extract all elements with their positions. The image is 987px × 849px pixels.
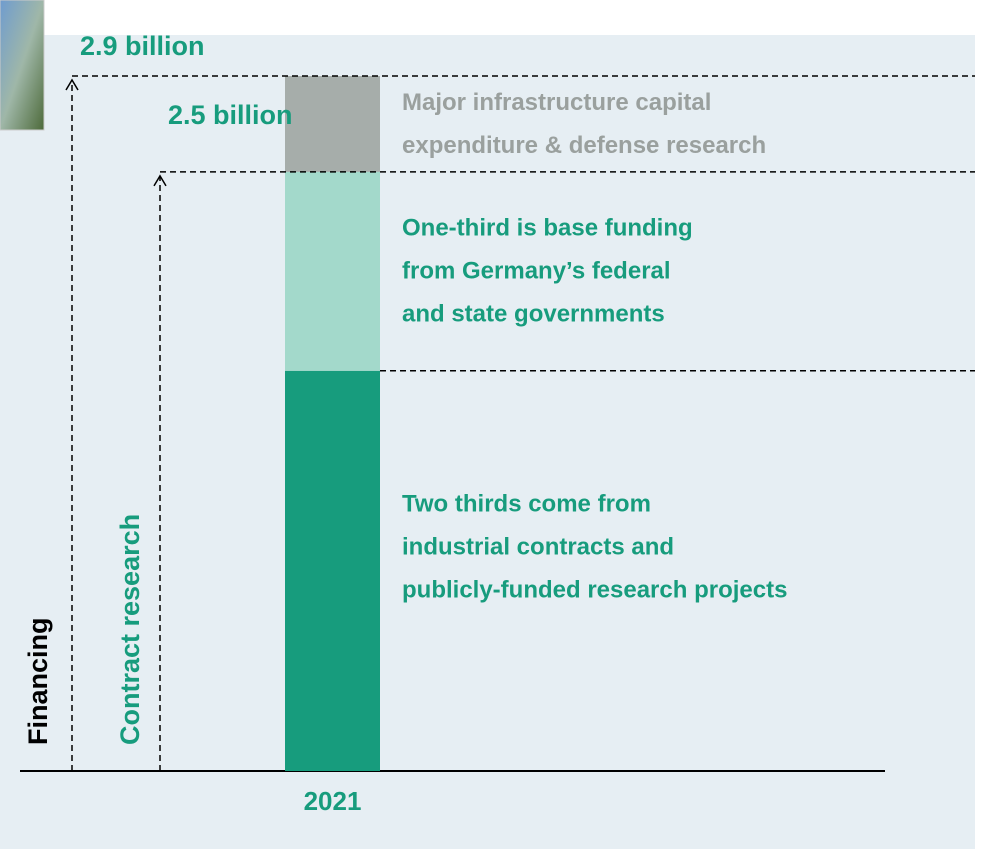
segment-label: One-third is base funding from Germany’s… <box>402 214 693 328</box>
bar-segment <box>285 370 380 771</box>
bar-segment <box>285 76 380 172</box>
arrow-head <box>153 174 167 187</box>
segment-label: Major infrastructure capital expenditure… <box>402 88 767 159</box>
bar-segment <box>285 171 380 371</box>
segment-label: Two thirds come from industrial contract… <box>402 490 788 604</box>
photo <box>0 0 45 131</box>
x-tick-label: 2021 <box>304 786 362 816</box>
axis-label: Financing <box>23 618 53 746</box>
level-label: 2.5 billion <box>168 100 293 130</box>
arrow-head <box>65 78 79 91</box>
panel <box>0 35 975 849</box>
level-label: 2.9 billion <box>80 31 205 61</box>
axis-label: Contract research <box>115 514 145 745</box>
